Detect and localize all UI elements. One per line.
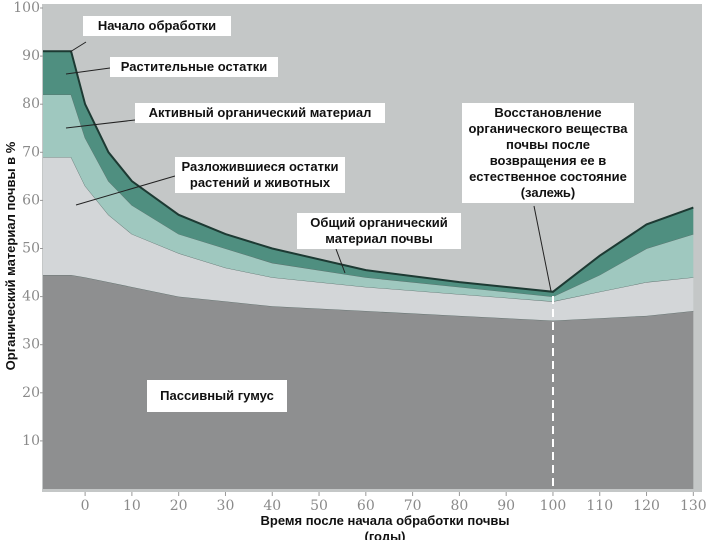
x-tick-label: 20 (170, 498, 188, 514)
x-tick-label: 60 (357, 498, 375, 514)
y-tick-label: 20 (22, 385, 40, 401)
leader-line (65, 67, 111, 75)
x-axis-label: Время после начала обработки почвы (годы… (235, 512, 535, 540)
leader-line (75, 175, 176, 206)
leader-line (65, 119, 136, 129)
y-tick-label: 40 (22, 289, 40, 305)
y-axis-label: Органический материал почвы в % (3, 141, 18, 371)
area (43, 94, 694, 302)
x-tick-label: 90 (497, 498, 515, 514)
leader-line (335, 248, 346, 274)
series-label: Пассивный гумус (147, 380, 287, 412)
area-edge (43, 274, 694, 322)
series-label: Разложившиеся остатки растений и животны… (175, 157, 345, 193)
x-tick-label: 130 (680, 498, 707, 514)
leader-line (533, 205, 552, 292)
x-tick-label: 110 (586, 498, 613, 514)
x-tick-label: 80 (450, 498, 468, 514)
x-tick-label: 30 (217, 498, 235, 514)
annotation: Восстановление органического вещества по… (462, 103, 634, 203)
x-tick-label: 50 (310, 498, 328, 514)
x-tick-label: 100 (540, 498, 567, 514)
y-tick-label: 50 (22, 241, 40, 257)
area-edge (43, 50, 694, 293)
y-tick-label: 80 (22, 96, 40, 112)
x-tick-label: 10 (123, 498, 141, 514)
x-tick-label: 70 (404, 498, 422, 514)
series-label: Активный органический материал (135, 103, 385, 123)
annotation: Начало обработки (83, 16, 231, 36)
y-axis-label-box: Органический материал почвы в % (1, 140, 21, 372)
x-tick-label: 120 (633, 498, 660, 514)
areas (43, 50, 694, 489)
y-tick-label: 90 (22, 48, 40, 64)
x-tick-label: 40 (263, 498, 281, 514)
y-tick-label: 70 (22, 144, 40, 160)
area (43, 157, 694, 321)
leader-lines (65, 41, 552, 292)
area (43, 51, 694, 297)
y-tick-label: 60 (22, 192, 40, 208)
y-tick-label: 10 (22, 433, 40, 449)
y-tick-label: 100 (13, 0, 40, 16)
annotation: Общий органический материал почвы (297, 213, 461, 249)
y-tick-label: 30 (22, 337, 40, 353)
series-label: Растительные остатки (110, 57, 278, 77)
leader-line (69, 41, 87, 53)
area (43, 274, 694, 489)
x-tick-label: 0 (81, 498, 90, 514)
